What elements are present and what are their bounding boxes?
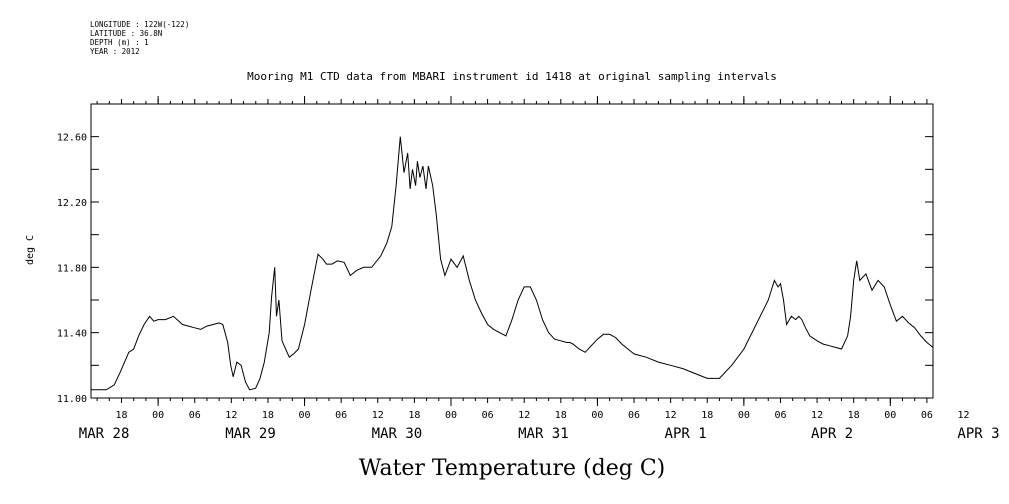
x-tick-label: 12 [225, 410, 237, 421]
x-tick-label: 00 [738, 410, 750, 421]
date-label: MAR 28 [79, 426, 130, 442]
x-tick-label: 06 [189, 410, 201, 421]
x-tick-label: 18 [262, 410, 274, 421]
x-tick-label: 12 [665, 410, 677, 421]
x-tick-label: 12 [957, 410, 969, 421]
x-tick-label: 12 [372, 410, 384, 421]
plot-frame [90, 103, 934, 399]
x-tick-label: 00 [299, 410, 311, 421]
x-tick-label: 00 [884, 410, 896, 421]
x-tick-label: 00 [591, 410, 603, 421]
x-tick-label: 18 [848, 410, 860, 421]
x-tick-label: 12 [811, 410, 823, 421]
x-tick-label: 18 [701, 410, 713, 421]
date-label: MAR 30 [372, 426, 423, 442]
x-tick-label: 06 [482, 410, 494, 421]
x-tick-label: 06 [335, 410, 347, 421]
y-tick-label: 12.20 [57, 198, 87, 209]
x-tick-label: 18 [115, 410, 127, 421]
x-tick-label: 18 [555, 410, 567, 421]
meta-longitude: LONGITUDE : 122W(-122) [90, 20, 190, 29]
x-tick-label: 00 [445, 410, 457, 421]
meta-depth: DEPTH (m) : 1 [90, 38, 149, 47]
date-label: APR 2 [811, 426, 853, 442]
meta-year: YEAR : 2012 [90, 47, 140, 56]
y-tick-label: 12.60 [57, 133, 87, 144]
y-tick-label: 11.80 [57, 263, 87, 274]
chart-title: Mooring M1 CTD data from MBARI instrumen… [247, 70, 777, 83]
x-tick-label: 06 [628, 410, 640, 421]
temperature-series-line [91, 136, 934, 391]
metadata-block: LONGITUDE : 122W(-122) LATITUDE : 36.8N … [90, 20, 189, 56]
meta-latitude: LATITUDE : 36.8N [90, 29, 163, 38]
date-label: APR 1 [665, 426, 707, 442]
x-tick-label: 00 [152, 410, 164, 421]
x-axis-title: Water Temperature (deg C) [359, 456, 666, 481]
x-tick-label: 06 [774, 410, 786, 421]
x-axis: 18 00 06 12 18 00 06 12 18 00 06 12 18 00 06 12 18 00 06 12… [96, 96, 970, 421]
y-axis: 11.00 11.40 11.80 12.20 12.60 [57, 103, 933, 405]
y-tick-label: 11.40 [57, 329, 87, 340]
x-tick-label: 18 [408, 410, 420, 421]
date-label: MAR 29 [225, 426, 276, 442]
x-tick-label: 06 [921, 410, 933, 421]
x-tick-label: 12 [518, 410, 530, 421]
date-label: APR 3 [957, 426, 999, 442]
date-label: MAR 31 [518, 426, 569, 442]
plot-border [90, 103, 934, 399]
y-tick-label: 11.00 [57, 394, 87, 405]
y-axis-label: deg C [25, 235, 36, 265]
